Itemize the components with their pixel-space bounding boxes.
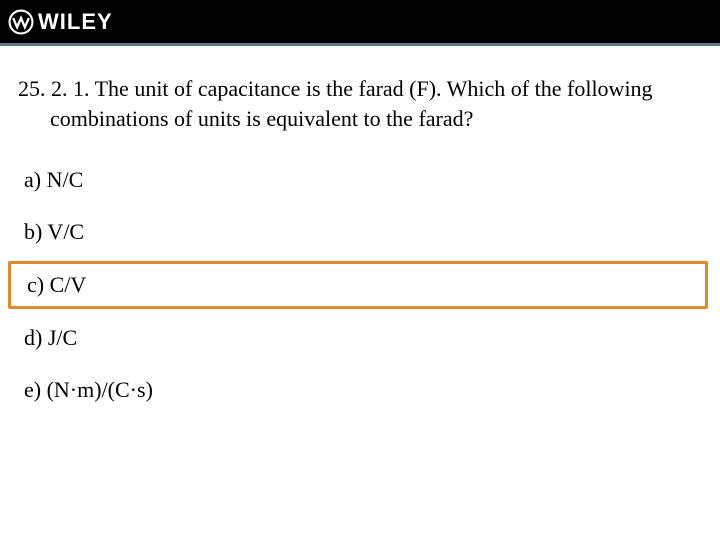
- brand-text: WILEY: [38, 9, 113, 35]
- slide-content: 25. 2. 1. The unit of capacitance is the…: [0, 46, 720, 413]
- question-block: 25. 2. 1. The unit of capacitance is the…: [18, 74, 702, 133]
- option-c: c) C/V: [8, 261, 708, 309]
- brand-logo: WILEY: [8, 9, 113, 35]
- question-body: The unit of capacitance is the farad (F)…: [50, 76, 653, 131]
- header-bar: WILEY: [0, 0, 720, 46]
- option-b: b) V/C: [18, 209, 702, 255]
- option-a: a) N/C: [18, 157, 702, 203]
- question-text: 25. 2. 1. The unit of capacitance is the…: [18, 74, 702, 133]
- options-list: a) N/C b) V/C c) C/V d) J/C e) (N·m)/(C·…: [18, 157, 702, 413]
- wiley-mark-icon: [8, 9, 34, 35]
- question-number: 25. 2. 1.: [18, 76, 90, 101]
- option-e: e) (N·m)/(C·s): [18, 367, 702, 413]
- option-d: d) J/C: [18, 315, 702, 361]
